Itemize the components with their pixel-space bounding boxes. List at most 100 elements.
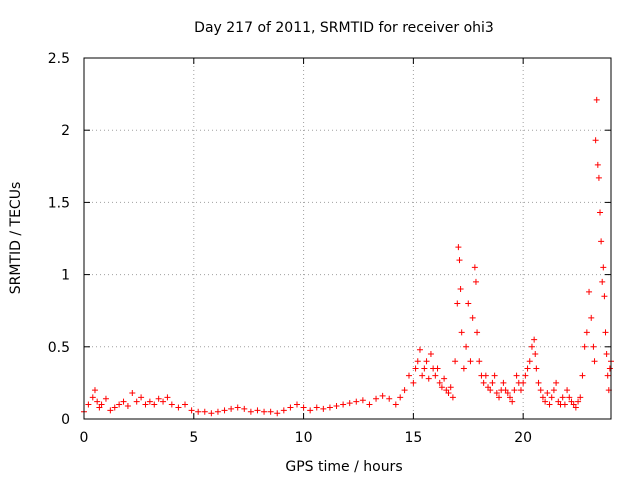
data-point: [496, 394, 503, 401]
data-point: [548, 394, 555, 401]
data-point: [434, 365, 441, 372]
data-point: [463, 343, 470, 350]
data-point: [410, 379, 417, 386]
data-point: [480, 379, 487, 386]
data-point: [517, 387, 524, 394]
data-point: [142, 401, 149, 408]
y-axis-ticks: 0 0.5 1 1.5 2 2.5: [48, 51, 611, 428]
y-tick-label: 1: [61, 268, 70, 284]
data-point: [604, 372, 611, 379]
data-point: [261, 408, 268, 415]
data-point: [465, 300, 472, 307]
data-point: [467, 358, 474, 365]
data-point: [274, 410, 281, 417]
data-point: [425, 375, 432, 382]
data-point: [129, 390, 136, 397]
data-point: [577, 394, 584, 401]
data-point: [599, 278, 606, 285]
data-point: [138, 394, 145, 401]
data-point: [168, 401, 175, 408]
data-point: [89, 394, 96, 401]
data-point: [539, 394, 546, 401]
x-tick-label: 10: [295, 430, 313, 446]
data-point: [460, 365, 467, 372]
data-point: [520, 379, 527, 386]
data-point: [472, 278, 479, 285]
data-point: [359, 397, 366, 404]
data-point: [111, 404, 118, 411]
data-point: [447, 384, 454, 391]
data-point: [602, 329, 609, 336]
data-point: [606, 365, 613, 372]
y-tick-label: 1.5: [48, 195, 70, 211]
data-point: [214, 408, 221, 415]
data-point: [598, 238, 605, 245]
x-tick-label: 20: [514, 430, 532, 446]
data-point: [414, 358, 421, 365]
x-axis-ticks: 0 5 10 15 20: [80, 58, 532, 446]
data-point: [164, 394, 171, 401]
data-point: [124, 403, 131, 410]
gridlines: [84, 58, 611, 419]
data-point: [133, 398, 140, 405]
data-point: [326, 404, 333, 411]
data-point: [234, 404, 241, 411]
data-point: [550, 387, 557, 394]
data-point: [546, 401, 553, 408]
data-point: [601, 293, 608, 300]
data-point: [333, 403, 340, 410]
data-point: [421, 365, 428, 372]
data-point: [504, 390, 511, 397]
data-point: [160, 398, 167, 405]
data-point: [511, 387, 518, 394]
data-point: [116, 401, 123, 408]
y-tick-label: 0: [61, 412, 70, 428]
data-point: [535, 379, 542, 386]
data-point: [600, 264, 607, 271]
data-point: [456, 257, 463, 264]
x-axis-label: GPS time / hours: [285, 459, 402, 475]
data-point: [506, 394, 513, 401]
data-point: [572, 404, 579, 411]
x-tick-label: 5: [189, 430, 198, 446]
data-point: [401, 387, 408, 394]
data-point: [241, 405, 248, 412]
data-point: [175, 404, 182, 411]
data-point: [528, 343, 535, 350]
y-axis-label: SRMTID / TECUs: [8, 182, 24, 295]
data-point: [592, 137, 599, 144]
data-point: [98, 401, 105, 408]
data-point: [182, 401, 189, 408]
data-point: [458, 329, 465, 336]
data-point: [423, 358, 430, 365]
data-point: [432, 372, 439, 379]
data-point: [537, 387, 544, 394]
data-point: [386, 395, 393, 402]
y-tick-label: 0.5: [48, 340, 70, 356]
data-point: [346, 400, 353, 407]
data-point: [287, 404, 294, 411]
data-point: [188, 407, 195, 414]
data-point: [91, 387, 98, 394]
data-point: [307, 407, 314, 414]
data-point: [588, 314, 595, 321]
data-point: [489, 379, 496, 386]
data-point: [531, 336, 538, 343]
data-point: [476, 358, 483, 365]
data-point: [591, 358, 598, 365]
data-point: [590, 343, 597, 350]
data-point: [471, 264, 478, 271]
data-point: [474, 329, 481, 336]
data-point: [102, 395, 109, 402]
data-point: [455, 244, 462, 251]
data-point: [313, 404, 320, 411]
data-point: [293, 401, 300, 408]
data-point: [544, 390, 551, 397]
data-point: [559, 394, 566, 401]
data-point: [482, 372, 489, 379]
data-point: [595, 174, 602, 181]
data-point: [151, 401, 158, 408]
data-point: [441, 375, 448, 382]
data-point: [280, 407, 287, 414]
